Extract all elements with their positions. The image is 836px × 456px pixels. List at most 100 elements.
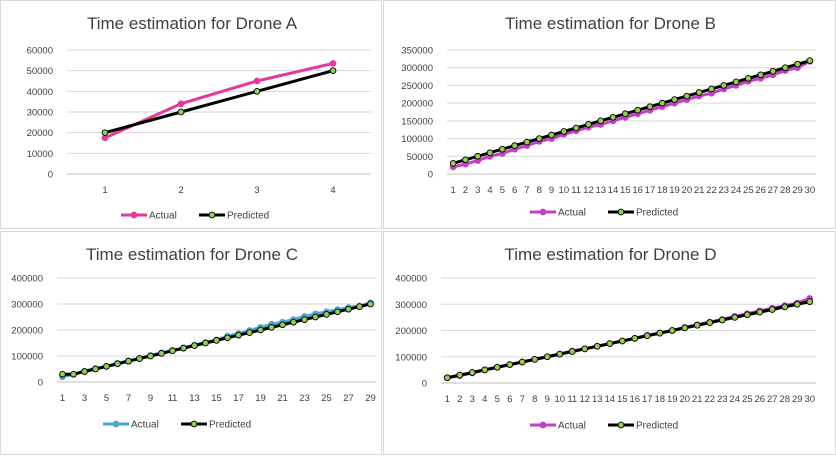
data-point-predicted — [706, 319, 714, 326]
x-tick-label: 9 — [545, 394, 550, 405]
x-tick-label: 15 — [617, 394, 628, 405]
x-tick-label: 28 — [779, 394, 790, 405]
data-point-predicted — [646, 103, 654, 111]
data-point-predicted — [781, 64, 789, 72]
series-line-actual — [104, 61, 334, 140]
data-point-predicted — [329, 67, 337, 75]
data-point-predicted — [481, 366, 489, 374]
x-tick-label: 3 — [470, 394, 475, 405]
data-point-predicted — [235, 331, 242, 339]
chart-drone-b: Time estimation for Drone B 0 50000 100000 1… — [401, 14, 816, 219]
data-point-predicted — [125, 357, 132, 365]
series-line-predicted — [452, 59, 811, 165]
x-tick-label: 15 — [620, 185, 631, 196]
x-tick-label: 17 — [233, 393, 244, 404]
x-tick-label: 25 — [321, 393, 332, 404]
x-tick-label: 22 — [704, 394, 715, 405]
chart-title: Time estimation for Drone C — [86, 245, 298, 264]
data-point-predicted — [683, 92, 691, 100]
series-line-predicted — [104, 69, 334, 135]
data-point-predicted — [581, 345, 589, 353]
data-point-predicted — [59, 370, 66, 378]
x-tick-label: 28 — [780, 185, 791, 196]
x-tick-label: 2 — [178, 185, 183, 196]
x-tick-label: 13 — [189, 393, 200, 404]
data-point-predicted — [695, 89, 703, 96]
data-point-predicted — [781, 303, 789, 311]
data-point-predicted — [720, 82, 728, 89]
x-tick-label: 6 — [507, 394, 512, 405]
x-tick-label: 23 — [299, 393, 310, 404]
x-tick-label: 9 — [549, 185, 554, 196]
data-point-predicted — [456, 371, 464, 379]
x-tick-label: 4 — [330, 185, 335, 196]
data-point-predicted — [531, 356, 539, 363]
x-tick-label: 19 — [669, 185, 680, 196]
x-tick-label: 10 — [554, 394, 565, 405]
data-point-predicted — [323, 311, 330, 318]
data-point-predicted — [745, 74, 752, 82]
x-tick-label: 3 — [82, 393, 87, 404]
chart-panel-drone-d: Time estimation for Drone D 0 100000 200000… — [383, 231, 836, 455]
data-point-predicted — [81, 368, 88, 375]
data-point-predicted — [449, 160, 457, 167]
x-tick-label: 5 — [104, 393, 109, 404]
data-point-predicted — [656, 329, 664, 337]
data-point-predicted — [768, 306, 776, 313]
data-point-predicted — [643, 332, 651, 340]
legend-label-actual: Actual — [131, 420, 159, 431]
data-point-actual — [329, 60, 337, 67]
data-point-predicted — [693, 321, 701, 329]
x-tick-label: 7 — [520, 394, 525, 405]
x-tick-label: 27 — [767, 394, 778, 405]
legend-label-actual: Actual — [149, 211, 177, 222]
legend-label-actual: Actual — [558, 208, 586, 219]
x-tick-label: 8 — [537, 185, 542, 196]
data-point-predicted — [301, 316, 308, 323]
data-point-predicted — [556, 350, 564, 358]
chart-drone-c: Time estimation for Drone C 0 100000 200000… — [11, 245, 376, 431]
data-point-predicted — [606, 340, 614, 347]
x-tick-label: 30 — [804, 394, 815, 405]
x-tick-label: 5 — [495, 394, 500, 405]
x-tick-label: 19 — [667, 394, 678, 405]
legend-marker-predicted — [617, 208, 625, 216]
chart-drone-d: Time estimation for Drone D 0 100000 200000… — [395, 245, 816, 432]
data-point-predicted — [474, 152, 482, 160]
data-point-predicted — [756, 308, 764, 316]
x-tick-label: 21 — [692, 394, 703, 405]
x-tick-label: 3 — [254, 185, 259, 196]
x-tick-label: 25 — [743, 185, 754, 196]
data-point-predicted — [518, 358, 526, 366]
y-tick-label: 200000 — [401, 99, 433, 110]
x-tick-label: 20 — [682, 185, 693, 196]
data-point-predicted — [618, 337, 626, 345]
data-point-predicted — [794, 60, 801, 68]
x-tick-label: 17 — [642, 394, 653, 405]
data-point-predicted — [681, 324, 689, 332]
data-point-predicted — [462, 156, 469, 164]
y-tick-label: 0 — [48, 170, 53, 181]
data-point-predicted — [708, 85, 715, 93]
data-point-predicted — [290, 318, 297, 326]
y-tick-label: 100000 — [11, 352, 43, 363]
data-point-predicted — [806, 57, 814, 64]
x-tick-label: 27 — [768, 185, 779, 196]
y-tick-label: 10000 — [27, 149, 53, 160]
y-tick-label: 60000 — [27, 46, 53, 57]
data-point-actual — [253, 77, 261, 85]
data-point-predicted — [136, 355, 143, 362]
x-tick-label: 18 — [654, 394, 665, 405]
data-point-predicted — [609, 113, 617, 121]
data-point-predicted — [169, 347, 176, 355]
legend-marker-predicted — [190, 420, 198, 428]
x-tick-label: 7 — [524, 185, 529, 196]
data-point-predicted — [101, 129, 109, 137]
x-tick-label: 27 — [343, 393, 354, 404]
data-point-predicted — [268, 324, 275, 331]
y-tick-label: 50000 — [27, 66, 53, 77]
y-tick-label: 200000 — [11, 326, 43, 337]
data-point-predicted — [631, 335, 639, 342]
x-tick-label: 23 — [717, 394, 728, 405]
x-tick-label: 2 — [463, 185, 468, 196]
